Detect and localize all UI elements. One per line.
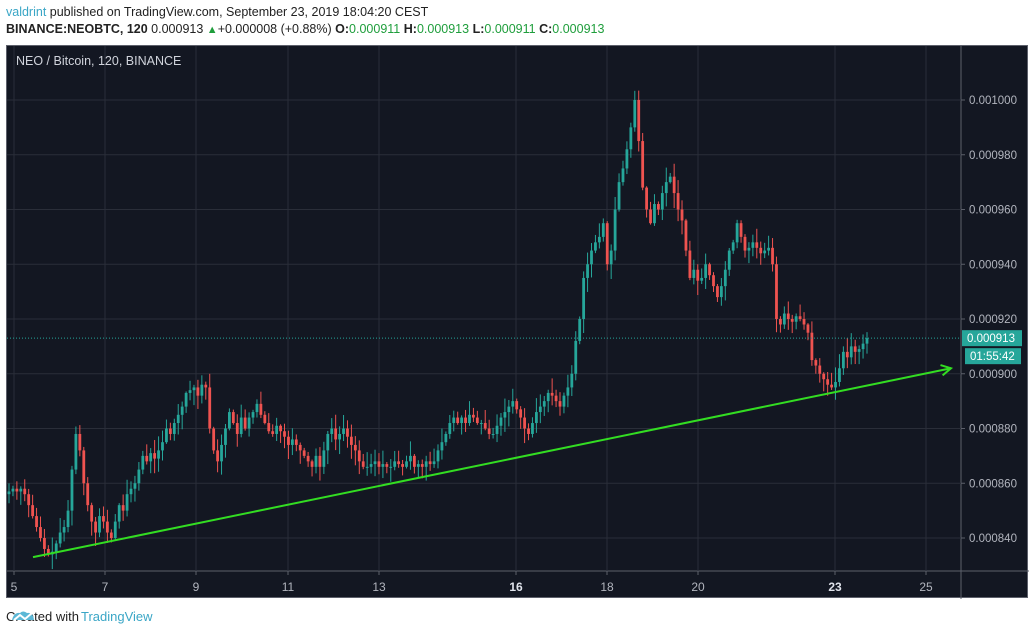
footer: Created with TradingView: [6, 609, 153, 624]
price-axis-label: 0.000840: [969, 533, 1017, 545]
symbol-label: BINANCE:NEOBTC, 120: [6, 22, 148, 36]
published-text: published on TradingView.com, September …: [46, 5, 429, 19]
high-label: H:: [403, 22, 417, 36]
time-axis-label: 7: [102, 580, 109, 594]
close-value: 0.000913: [552, 22, 605, 36]
countdown-text: 01:55:42: [970, 351, 1015, 363]
tradingview-link[interactable]: TradingView: [80, 609, 153, 624]
open-label: O:: [335, 22, 350, 36]
current-price-badge: [962, 330, 1022, 347]
price-axis-label: 0.000940: [969, 259, 1017, 271]
time-axis-label: 16: [509, 580, 523, 594]
time-axis-label: 11: [282, 580, 295, 594]
tradingview-logo-icon: [12, 611, 34, 621]
time-axis-label: 25: [919, 580, 933, 594]
time-axis-label: 18: [600, 580, 614, 594]
price-axis-label: 0.000980: [969, 150, 1017, 162]
trendline[interactable]: [32, 367, 952, 559]
close-label: C:: [539, 22, 553, 36]
time-axis-label: 23: [828, 580, 842, 594]
publish-info: valdrint published on TradingView.com, S…: [6, 5, 428, 19]
change-value: +0.000008 (+0.88%): [217, 22, 332, 36]
price-axis-label: 0.000860: [969, 478, 1017, 490]
high-value: 0.000913: [416, 22, 470, 36]
symbol-info: BINANCE:NEOBTC, 120 0.000913 ▲+0.000008 …: [6, 22, 604, 36]
countdown-badge: [965, 348, 1021, 365]
chart-panel[interactable]: 0.001000 0.000980 0.000960 0.000940 0.000920…: [6, 45, 1029, 599]
low-label: L:: [472, 22, 485, 36]
time-axis-label: 20: [691, 580, 705, 594]
price-axis-label: 0.000920: [969, 314, 1017, 326]
time-axis-label: 5: [11, 580, 18, 594]
last-price: 0.000913: [151, 22, 204, 36]
time-axis-label: 9: [193, 580, 200, 594]
price-axis-label: 0.000900: [969, 369, 1017, 381]
open-value: 0.000911: [349, 22, 401, 36]
current-price-text: 0.000913: [967, 333, 1015, 345]
time-axis-label: 13: [372, 580, 386, 594]
price-axis-label: 0.001000: [969, 95, 1017, 107]
price-axis-label: 0.000960: [969, 205, 1017, 217]
candles: [7, 90, 869, 570]
chart-legend: NEO / Bitcoin, 120, BINANCE: [16, 54, 182, 68]
candlestick-chart[interactable]: 0.001000 0.000980 0.000960 0.000940 0.000920…: [7, 46, 1029, 599]
trendline-arrow-icon: [940, 364, 954, 377]
low-value: 0.000911: [484, 22, 536, 36]
price-axis-label: 0.000880: [969, 424, 1017, 436]
up-arrow-icon: ▲: [206, 24, 218, 36]
author-link[interactable]: valdrint: [6, 5, 47, 19]
